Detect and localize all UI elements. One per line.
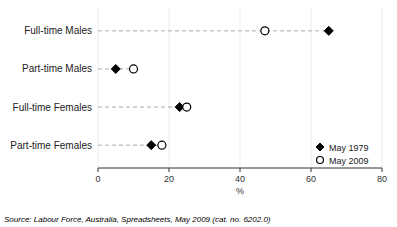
data-point xyxy=(183,103,191,111)
tick-label: 20 xyxy=(164,174,174,184)
data-point xyxy=(158,141,166,149)
grid-line xyxy=(311,8,312,168)
grid-line xyxy=(382,8,383,168)
data-point xyxy=(261,27,269,35)
category-label: Part-time Females xyxy=(10,140,92,151)
tick-label: 60 xyxy=(306,174,316,184)
data-point xyxy=(130,65,138,73)
category-label: Full-time Females xyxy=(13,102,92,113)
grid-line xyxy=(169,8,170,168)
tick-mark xyxy=(382,168,383,172)
category-label: Part-time Males xyxy=(22,63,92,74)
legend-label: May 2009 xyxy=(329,156,369,166)
legend-label: May 1979 xyxy=(329,143,369,153)
guide-line xyxy=(98,107,187,108)
tick-mark xyxy=(98,168,99,172)
tick-mark xyxy=(169,168,170,172)
chart: 0 20 40 60 80% Full-time Males Part-time Males… xyxy=(0,0,397,227)
data-point xyxy=(111,64,120,73)
tick-label: 80 xyxy=(377,174,387,184)
grid-line xyxy=(98,8,99,168)
tick-mark xyxy=(311,168,312,172)
data-point xyxy=(324,26,333,35)
tick-label: 40 xyxy=(235,174,245,184)
tick-label: 0 xyxy=(95,174,100,184)
grid-line xyxy=(240,8,241,168)
source-note: Source: Labour Force, Australia, Spreads… xyxy=(4,215,271,224)
legend: May 1979 May 2009 xyxy=(316,143,369,166)
legend-marker xyxy=(316,143,324,151)
axis-label: % xyxy=(236,186,244,196)
tick-mark xyxy=(240,168,241,172)
plot-area xyxy=(98,26,333,149)
legend-marker xyxy=(317,157,324,164)
data-point xyxy=(147,141,156,150)
guide-line xyxy=(98,30,329,31)
x-axis: 0 20 40 60 80 xyxy=(95,8,387,184)
category-label: Full-time Males xyxy=(24,25,92,36)
